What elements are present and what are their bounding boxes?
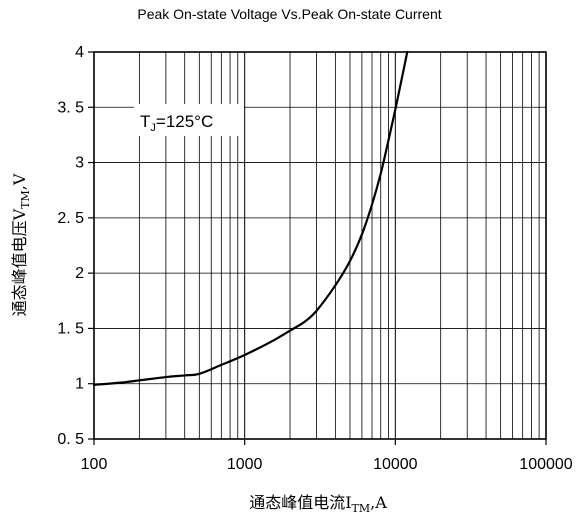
voltage-current-curve	[92, 50, 409, 386]
annotation-background	[134, 104, 244, 136]
y-tick-label: 2. 5	[57, 210, 84, 227]
chart-title: Peak On-state Voltage Vs.Peak On-state C…	[137, 6, 442, 22]
curve-layer	[92, 50, 409, 386]
y-tick-label: 2	[75, 265, 84, 282]
y-axis-label: 通态峰值电压VTM,V	[10, 173, 32, 316]
y-tick-label: 1	[75, 376, 84, 393]
tick-layer: 0. 5 1 1. 5 2 2. 5 3 3. 5 4 100 1000 10000 100000	[57, 44, 572, 473]
y-tick-label: 0. 5	[57, 431, 84, 448]
y-tick-label: 3	[75, 155, 84, 172]
temperature-annotation: TJ=125°C	[140, 112, 213, 134]
y-tick-label: 4	[75, 44, 84, 61]
x-axis-label: 通态峰值电流ITM,A	[249, 493, 387, 515]
plot-frame	[93, 51, 547, 440]
x-tick-label: 100000	[519, 456, 572, 473]
grid-layer	[94, 52, 546, 439]
x-tick-label: 100	[81, 456, 108, 473]
x-tick-label: 1000	[227, 456, 263, 473]
x-tick-label: 10000	[373, 456, 418, 473]
y-tick-label: 1. 5	[57, 320, 84, 337]
y-tick-label: 3. 5	[57, 99, 84, 116]
